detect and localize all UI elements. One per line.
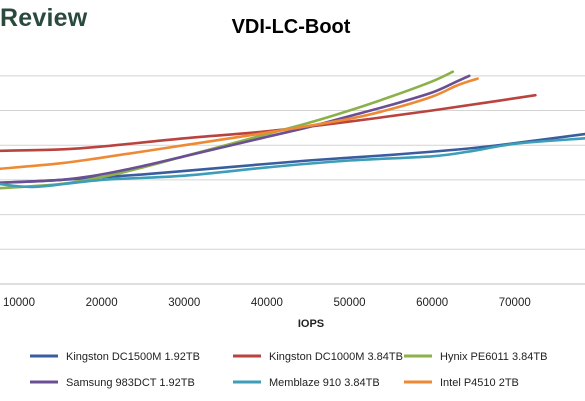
series-line-3 xyxy=(0,74,471,184)
legend-label: Hynix PE6011 3.84TB xyxy=(440,351,547,363)
brand-logo-text: Review xyxy=(0,4,88,32)
series-line-5 xyxy=(0,77,479,171)
legend: Kingston DC1500M 1.92TB Kingston DC1000M … xyxy=(30,351,547,389)
x-tick-label: 70000 xyxy=(499,297,531,309)
legend-label: Samsung 983DCT 1.92TB xyxy=(66,377,195,389)
x-axis-ticks: 10000 20000 30000 40000 50000 60000 70000 xyxy=(3,297,531,309)
legend-label: Kingston DC1500M 1.92TB xyxy=(66,351,200,363)
x-tick-label: 50000 xyxy=(334,297,366,309)
x-axis-label: IOPS xyxy=(298,318,324,330)
chart-title: VDI-LC-Boot xyxy=(232,16,351,38)
legend-label: Kingston DC1000M 3.84TB xyxy=(269,351,403,363)
x-tick-label: 20000 xyxy=(86,297,118,309)
legend-label: Memblaze 910 3.84TB xyxy=(269,377,380,389)
series-line-4 xyxy=(0,137,585,189)
legend-label: Intel P4510 2TB xyxy=(440,377,519,389)
series-line-2 xyxy=(0,70,455,190)
series-line-1 xyxy=(0,93,537,153)
x-tick-label: 40000 xyxy=(251,297,283,309)
x-tick-label: 30000 xyxy=(168,297,200,309)
x-tick-label: 10000 xyxy=(3,297,35,309)
x-tick-label: 60000 xyxy=(416,297,448,309)
series-lines xyxy=(0,70,585,190)
